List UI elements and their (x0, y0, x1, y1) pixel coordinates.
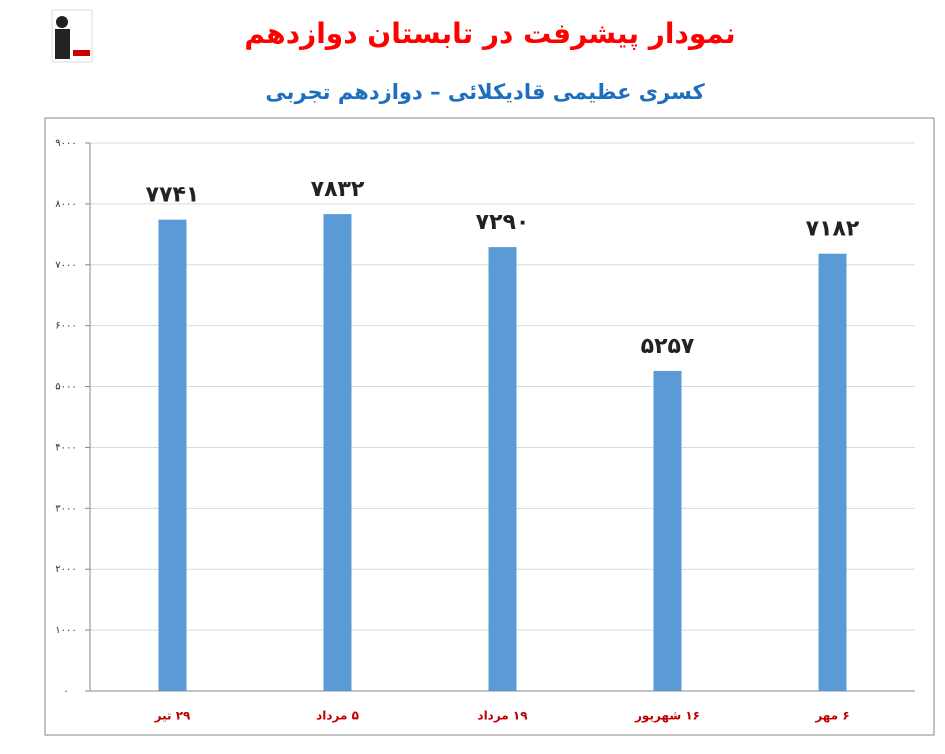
y-tick-label: ۱۰۰۰ (55, 625, 76, 636)
x-tick-label: ۵ مرداد (316, 709, 359, 723)
logo-head (56, 16, 68, 28)
logo (51, 9, 93, 63)
bar (323, 214, 352, 691)
x-tick-label: ۲۹ تیر (154, 709, 191, 723)
bar (818, 253, 847, 692)
value-label: ۵۲۵۷ (641, 334, 695, 359)
chart-subtitle: کسری عظیمی قادیکلائی – دوازدهم تجربی (265, 80, 705, 104)
x-tick-label: ۱۶ شهریور (634, 709, 700, 724)
y-tick-label: ۰ (63, 686, 68, 697)
y-tick-label: ۵۰۰۰ (55, 382, 76, 393)
logo-band (73, 50, 90, 56)
y-tick-label: ۷۰۰۰ (55, 260, 76, 271)
bar (158, 219, 187, 691)
chart-title: نمودار پیشرفت در تابستان دوازدهم (244, 17, 735, 50)
value-label: ۷۲۹۰ (476, 210, 530, 235)
value-label: ۷۸۳۲ (311, 177, 365, 202)
bar (653, 370, 682, 691)
y-tick-label: ۳۰۰۰ (55, 503, 76, 514)
value-label: ۷۷۴۱ (146, 183, 200, 208)
x-tick-label: ۶ مهر (814, 709, 849, 723)
y-tick-label: ۸۰۰۰ (55, 199, 76, 210)
value-label: ۷۱۸۲ (806, 217, 860, 242)
logo-body (55, 29, 70, 59)
bar (488, 247, 517, 691)
y-tick-label: ۲۰۰۰ (55, 564, 76, 575)
y-tick-label: ۹۰۰۰ (55, 138, 76, 149)
y-tick-label: ۶۰۰۰ (55, 321, 76, 332)
chart-frame (44, 117, 935, 736)
y-tick-label: ۴۰۰۰ (55, 442, 76, 453)
x-tick-label: ۱۹ مرداد (477, 709, 528, 723)
